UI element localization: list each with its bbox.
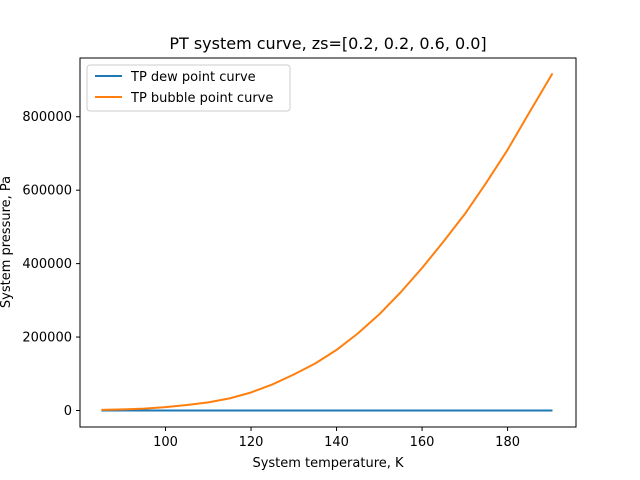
x-tick-label: 100 — [153, 435, 178, 450]
x-tick-label: 140 — [324, 435, 349, 450]
plot-area — [80, 58, 576, 427]
legend: TP dew point curve TP bubble point curve — [86, 64, 291, 112]
plot-frame — [79, 57, 577, 428]
x-tick-label: 180 — [495, 435, 520, 450]
chart-title: PT system curve, zs=[0.2, 0.2, 0.6, 0.0] — [169, 34, 486, 53]
y-tick-label: 800000 — [22, 110, 72, 125]
legend-label-bubble: TP bubble point curve — [130, 91, 273, 106]
series-line-bubble — [101, 72, 554, 411]
legend-label-dew: TP dew point curve — [130, 70, 256, 85]
series-layer — [101, 72, 554, 412]
y-tick-label: 400000 — [22, 257, 72, 272]
y-axis-label: System pressure, Pa — [0, 176, 14, 308]
y-tick-label: 600000 — [22, 184, 72, 199]
x-tick-label: 160 — [410, 435, 435, 450]
y-tick-label: 0 — [64, 404, 72, 419]
y-tick-label: 200000 — [22, 331, 72, 346]
ticks-layer: 100 120 140 160 180 0 200000 400000 600000 800000 — [22, 110, 520, 450]
x-tick-label: 120 — [239, 435, 264, 450]
x-axis-label: System temperature, K — [252, 456, 404, 471]
legend-box — [86, 64, 291, 112]
